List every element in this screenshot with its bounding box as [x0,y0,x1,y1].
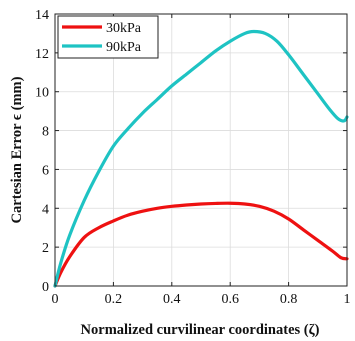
y-tick-label: 14 [35,8,49,23]
y-tick-label: 0 [42,280,49,295]
y-axis-title: Cartesian Error ϵ (mm) [9,76,25,223]
legend: 30kPa 90kPa [57,15,159,59]
legend-label: 90kPa [106,40,142,55]
y-tick-label: 12 [35,47,49,62]
y-tick-label: 10 [35,86,49,101]
legend-box [57,15,159,59]
y-tick-label: 8 [42,125,49,140]
series-lines [53,29,349,288]
plot-frame [54,13,348,287]
x-tick-label: 0 [52,292,59,307]
x-axis-title: Normalized curvilinear coordinates (ζ) [81,322,320,338]
y-tick-label: 2 [42,241,49,256]
y-tick-label: 6 [42,163,49,178]
x-tick-label: 1 [344,292,351,307]
series-line-30kpa [53,201,349,288]
x-tick-label: 0.4 [163,292,181,307]
x-tick-label: 0.8 [280,292,298,307]
series-line-90kpa [53,29,349,288]
y-tick-label: 4 [42,202,49,217]
x-tick-label: 0.2 [105,292,123,307]
legend-label: 30kPa [106,21,142,36]
x-tick-label: 0.6 [221,292,239,307]
